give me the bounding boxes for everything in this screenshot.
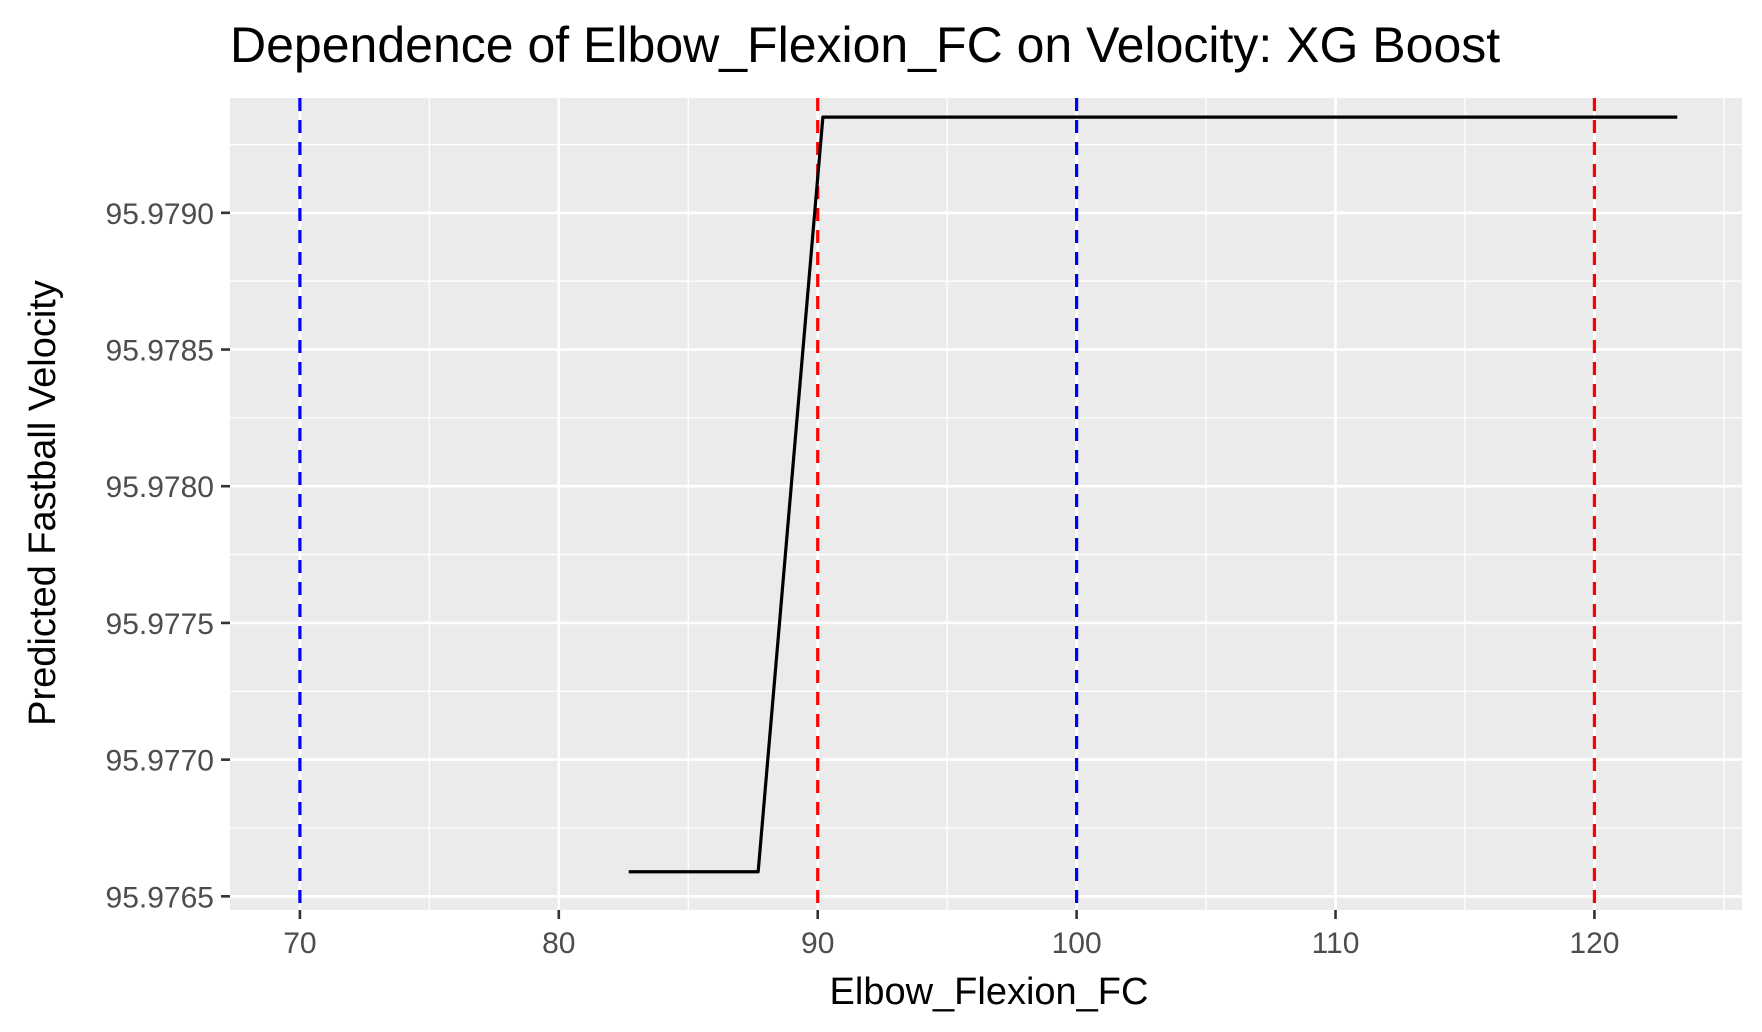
- chart-title: Dependence of Elbow_Flexion_FC on Veloci…: [230, 17, 1500, 73]
- x-axis: 70 80 90 100 110 120: [283, 910, 1619, 960]
- panel-background: [230, 98, 1742, 910]
- x-tick-label: 120: [1569, 927, 1619, 960]
- y-tick-label: 95.9790: [106, 198, 214, 231]
- series-line: [628, 115, 1678, 874]
- y-axis-title: Predicted Fastball Velocity: [22, 280, 64, 726]
- y-axis: 95.9765 95.9770 95.9775 95.9780 95.9785 95.97…: [106, 198, 230, 914]
- reference-lines: [298, 98, 1597, 910]
- y-tick-label: 95.9785: [106, 335, 214, 368]
- x-tick-label: 110: [1312, 927, 1360, 960]
- y-tick-label: 95.9765: [106, 881, 214, 914]
- x-tick-label: 90: [801, 927, 834, 960]
- y-tick-label: 95.9780: [106, 471, 214, 504]
- x-axis-title: Elbow_Flexion_FC: [830, 971, 1149, 1013]
- x-tick-label: 80: [542, 927, 575, 960]
- x-tick-label: 70: [283, 927, 316, 960]
- x-tick-label: 100: [1052, 927, 1102, 960]
- y-tick-label: 95.9775: [106, 608, 214, 641]
- series-layer: [628, 115, 1678, 874]
- plot-panel: [230, 98, 1742, 910]
- y-tick-label: 95.9770: [106, 745, 214, 778]
